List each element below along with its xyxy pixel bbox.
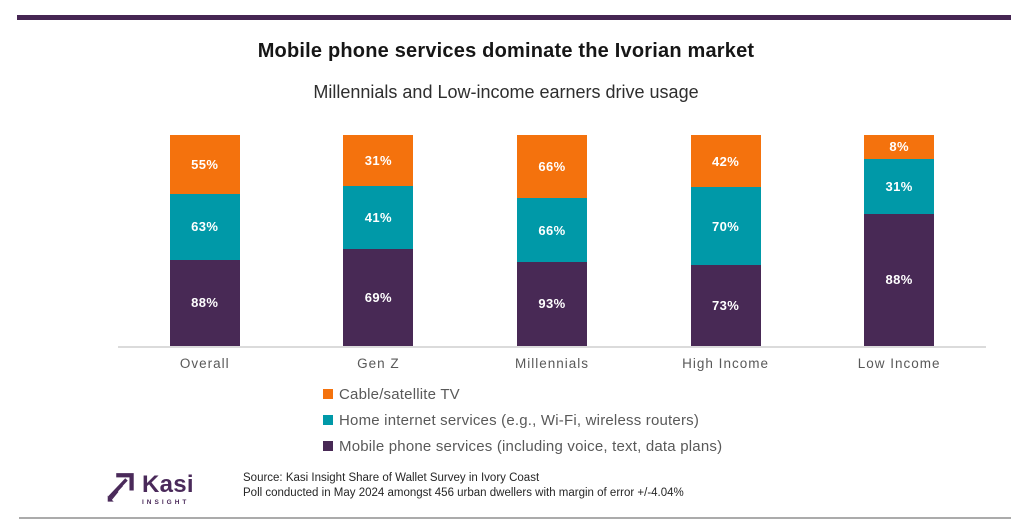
bar-value-label: 88% [885,272,913,288]
bar-segment: 31% [343,135,414,186]
bar-value-label: 8% [889,139,909,155]
top-accent-rule [17,15,1011,20]
bar-segment: 93% [516,261,587,346]
bar-value-label: 88% [191,295,219,311]
category-label: Gen Z [357,356,400,371]
legend: Cable/satellite TV Home internet services… [323,381,722,459]
bar-segment: 88% [864,213,935,346]
bar-slot: 55% 63% 88% [118,135,292,346]
bar-segment: 8% [864,135,935,159]
category-label: Overall [179,356,230,371]
bar-slot: 8% 31% 88% [812,135,986,346]
category-label: Low Income [857,356,941,371]
source-line-2: Poll conducted in May 2024 amongst 456 u… [243,487,684,499]
kasi-logo-icon [107,473,134,502]
bar-segment: 73% [690,265,761,346]
bar-value-label: 41% [364,209,392,225]
legend-marker-swatch [323,441,333,451]
source-line-1: Source: Kasi Insight Share of Wallet Sur… [243,472,540,484]
bar-segment: 63% [169,193,240,260]
bar-segment: 66% [516,198,587,262]
bar-value-label: 31% [885,178,913,194]
stacked-bar-high-income: 42% 70% 73% [690,135,761,346]
legend-label: Cable/satellite TV [339,385,460,403]
bar-segment: 31% [864,158,935,214]
legend-label: Home internet services (e.g., Wi-Fi, wir… [339,411,700,429]
chart-title: Mobile phone services dominate the Ivori… [257,40,755,62]
stacked-bar-gen-z: 31% 41% 69% [343,135,414,346]
kasi-logo-wordmark: Kasi [142,471,194,498]
bar-value-label: 69% [364,289,392,305]
bottom-rule [19,517,1011,519]
legend-marker-swatch [323,415,333,425]
kasi-logo-text: Kasi INSIGHT [142,471,194,507]
bar-segment: 69% [343,248,414,346]
category-axis: Overall Gen Z Millennials High Income Low In… [118,356,986,371]
category-label: Millennials [514,356,589,371]
bar-segment: 88% [169,259,240,346]
bar-value-label: 66% [538,159,566,175]
legend-item: Mobile phone services (including voice, … [323,433,722,459]
bar-value-label: 63% [191,219,219,235]
bar-value-label: 66% [538,222,566,238]
stacked-bar-overall: 55% 63% 88% [169,135,240,346]
bar-segment: 66% [516,135,587,199]
bar-segment: 70% [690,187,761,266]
bar-value-label: 93% [538,296,566,312]
bar-value-label: 42% [711,153,740,169]
bar-segment: 42% [690,135,761,188]
legend-marker-swatch [323,389,333,399]
bar-segment: 41% [343,185,414,249]
bar-value-label: 73% [711,298,740,314]
legend-item: Home internet services (e.g., Wi-Fi, wir… [323,407,722,433]
bar-value-label: 31% [364,152,392,168]
category-label: High Income [682,356,769,371]
source-note: Source: Kasi Insight Share of Wallet Sur… [243,471,684,501]
plot-area: 55% 63% 88% 31% 41% 69% 66% 66% 93% 42% 70% 73% 8% 31… [118,135,986,348]
kasi-logo-subtext: INSIGHT [142,499,190,506]
legend-label: Mobile phone services (including voice, … [339,437,723,455]
bar-slot: 31% 41% 69% [292,135,466,346]
chart-subtitle: Millennials and Low-income earners drive… [313,82,699,102]
bar-value-label: 55% [191,156,219,172]
bar-segment: 55% [169,135,240,194]
bar-slot: 66% 66% 93% [465,135,639,346]
kasi-logo: Kasi INSIGHT [106,472,194,506]
stacked-bar-low-income: 8% 31% 88% [864,135,935,346]
bar-slot: 42% 70% 73% [639,135,813,346]
stacked-bar-millennials: 66% 66% 93% [516,135,587,346]
legend-item: Cable/satellite TV [323,381,722,407]
bar-value-label: 70% [711,218,740,234]
